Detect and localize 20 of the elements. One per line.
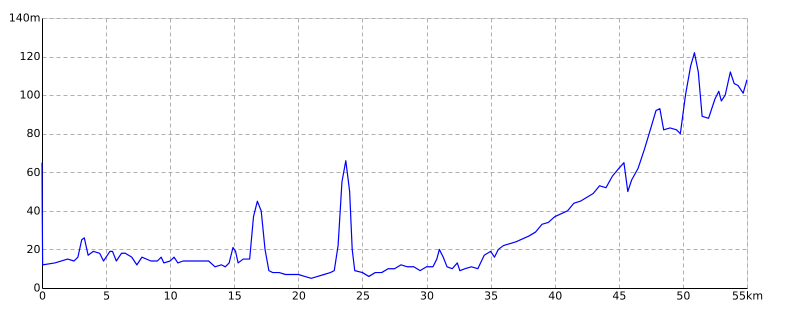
x-tick-label: 35 [484, 290, 498, 302]
x-tick-label: 55km [732, 290, 764, 302]
y-tick-label: 0 [34, 282, 40, 294]
x-tick-label: 50 [676, 290, 690, 302]
x-tick-label: 30 [420, 290, 434, 302]
y-tick-label: 120 [20, 50, 40, 64]
y-tick-label: 20 [26, 242, 40, 256]
x-tick-label: 10 [164, 290, 178, 302]
x-tick-label: 5 [103, 290, 110, 302]
x-tick-label: 20 [292, 290, 306, 302]
x-tick-label: 15 [228, 290, 242, 302]
x-tick-label: 25 [356, 290, 370, 302]
y-tick-label: 80 [26, 127, 40, 140]
x-tick-label: 40 [548, 290, 562, 302]
y-tick-label: 60 [26, 166, 40, 179]
line-series [41, 52, 748, 279]
y-tick-label: 140m [8, 12, 40, 24]
y-tick-label: 40 [26, 204, 40, 218]
x-tick-label: 45 [612, 290, 626, 302]
y-tick-label: 100 [20, 88, 40, 102]
